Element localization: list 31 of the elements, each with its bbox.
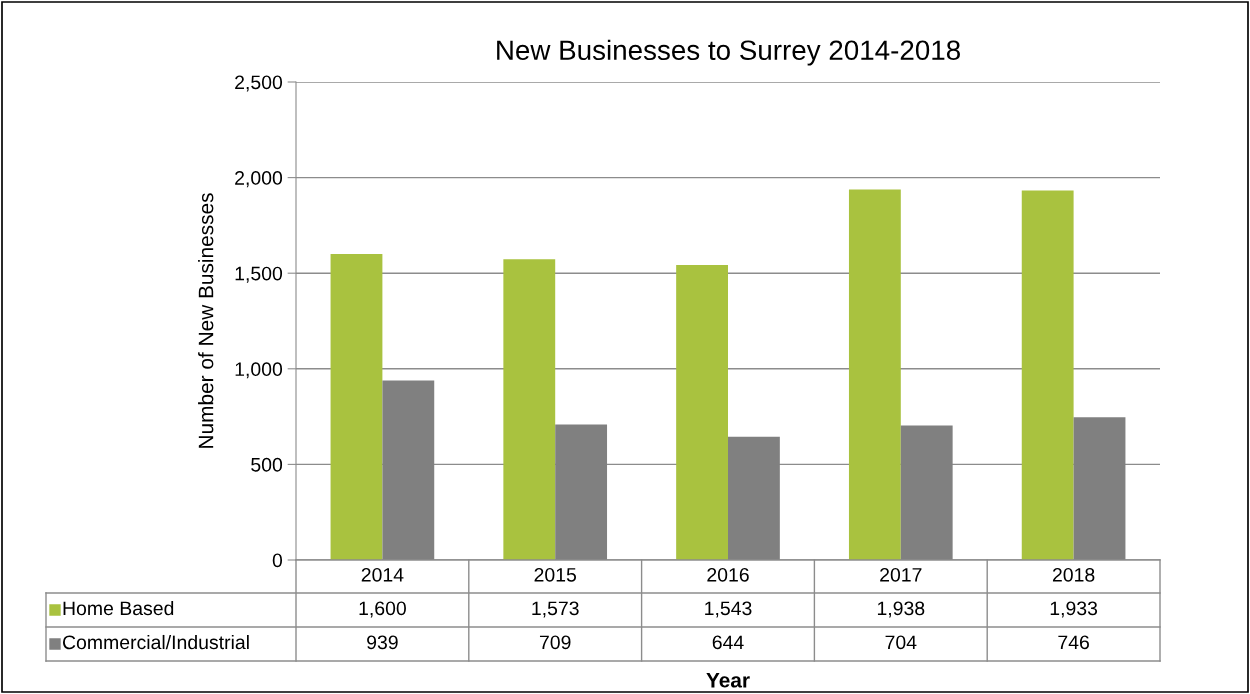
bar xyxy=(503,259,556,560)
x-tick-label: 2018 xyxy=(1052,567,1095,582)
data-label: 939 xyxy=(367,635,398,650)
y-tick-label: 2,000 xyxy=(235,171,283,188)
bar xyxy=(676,264,728,560)
data-label: 746 xyxy=(1058,635,1089,650)
y-tick-label: 0 xyxy=(272,553,283,568)
data-label: 644 xyxy=(712,635,744,650)
x-axis-title: Year xyxy=(706,673,750,688)
y-axis-title: Number of New Businesses xyxy=(198,193,214,448)
y-tick-label: 1,500 xyxy=(235,266,283,283)
y-tick-label: 1,000 xyxy=(235,362,283,379)
legend-label: Commercial/Industrial xyxy=(62,634,249,650)
y-tick-label: 2,500 xyxy=(235,75,283,92)
bar xyxy=(848,189,901,560)
x-tick-label: 2015 xyxy=(534,567,577,582)
data-label: 1,938 xyxy=(877,601,925,618)
bar xyxy=(1021,190,1074,560)
chart-title: New Businesses to Surrey 2014-2018 xyxy=(497,39,960,66)
bar xyxy=(330,254,383,560)
data-label: 1,600 xyxy=(359,601,406,618)
data-label: 709 xyxy=(539,635,571,650)
data-label: 1,543 xyxy=(705,601,752,618)
x-tick-label: 2016 xyxy=(707,567,749,582)
x-tick-label: 2017 xyxy=(880,567,922,582)
legend-label: Home Based xyxy=(63,600,174,616)
y-tick-label: 500 xyxy=(251,457,283,472)
data-label: 704 xyxy=(885,635,917,650)
x-tick-label: 2014 xyxy=(361,567,404,582)
data-label: 1,573 xyxy=(532,601,579,618)
data-label: 1,933 xyxy=(1050,601,1098,618)
